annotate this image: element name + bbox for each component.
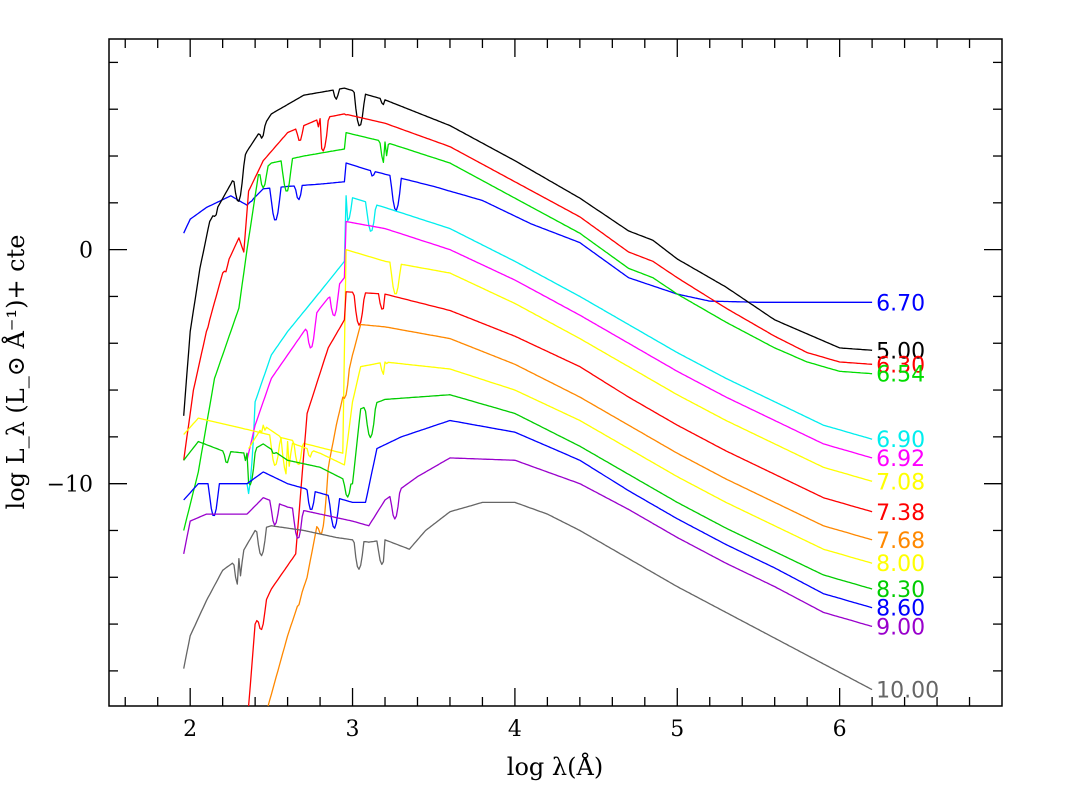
series-line-8-60 xyxy=(183,419,873,609)
x-tick-label: 3 xyxy=(346,717,360,742)
series-line-10-00 xyxy=(183,501,873,691)
series-label-7-68: 7.68 xyxy=(876,529,925,554)
series-line-8-00 xyxy=(248,361,873,564)
plot-frame xyxy=(108,38,1003,707)
y-tick-label: −10 xyxy=(47,473,93,498)
series-label-7-38: 7.38 xyxy=(876,501,925,526)
y-tick-labels: 0 −10 xyxy=(47,239,93,498)
series-line-6-30 xyxy=(183,113,873,461)
series-line-6-54 xyxy=(183,131,873,531)
x-tick-label: 6 xyxy=(833,717,847,742)
series-line-7-38 xyxy=(247,291,873,707)
series-line-7-68 xyxy=(267,323,873,707)
series-label-6-54: 6.54 xyxy=(876,363,925,388)
series-label-8-00: 8.00 xyxy=(876,552,925,577)
series-label-8-30: 8.30 xyxy=(876,578,925,603)
series-line-6-92 xyxy=(246,220,873,461)
x-tick-label: 4 xyxy=(508,717,522,742)
series-line-5-00 xyxy=(183,87,873,416)
series-label-5-00: 5.00 xyxy=(876,339,925,364)
x-axis-title: log λ(Å) xyxy=(507,752,603,781)
series-label-6-90: 6.90 xyxy=(876,428,925,453)
series-label-6-30: 6.30 xyxy=(876,353,925,378)
series-line-6-90 xyxy=(246,195,873,495)
series-labels: 6.70 5.006.306.54 6.906.927.08 7.38 7.688.00… xyxy=(876,291,939,703)
series-label-6-92: 6.92 xyxy=(876,447,925,472)
y-axis-title: log L_λ (L_⊙ Å⁻¹)+ cte xyxy=(1,235,30,510)
x-tick-label: 5 xyxy=(670,717,684,742)
series-line-9-00 xyxy=(183,457,873,628)
series-label-8-60: 8.60 xyxy=(876,597,925,622)
series-label-9-00: 9.00 xyxy=(876,615,925,640)
series-line-7-08 xyxy=(183,248,873,482)
y-tick-label: 0 xyxy=(79,239,93,264)
series-label-7-08: 7.08 xyxy=(876,470,925,495)
axis-ticks xyxy=(109,39,1002,706)
x-tick-labels: 2 3 4 5 6 xyxy=(183,717,846,742)
series-lines xyxy=(183,87,873,707)
series-line-8-30 xyxy=(183,394,873,590)
series-line-6-70 xyxy=(183,162,873,303)
x-tick-label: 2 xyxy=(183,717,197,742)
series-label-10-00: 10.00 xyxy=(876,679,939,704)
series-label-6-70: 6.70 xyxy=(876,291,925,316)
